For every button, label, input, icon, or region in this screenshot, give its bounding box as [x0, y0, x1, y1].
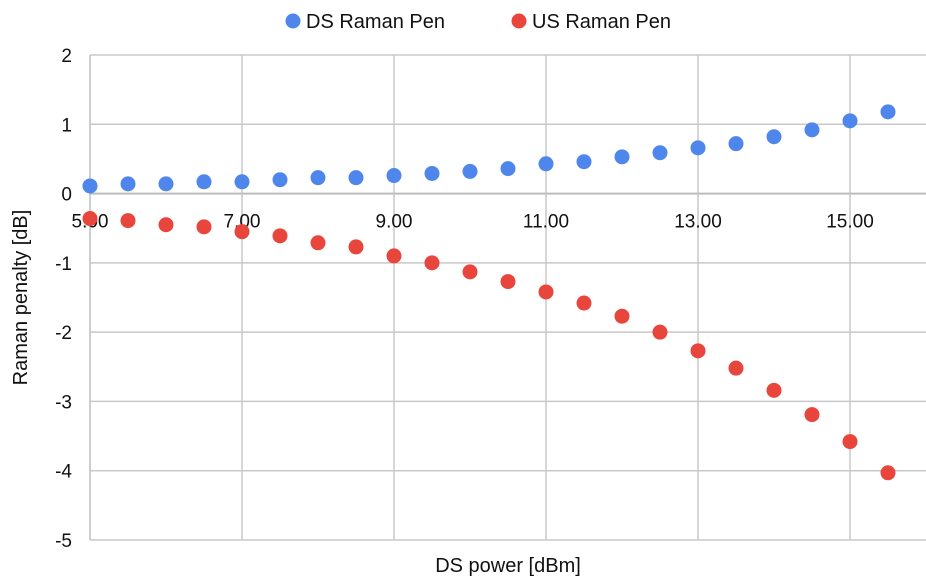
us-raman-point: [196, 219, 212, 235]
us-raman-point: [462, 264, 478, 280]
us-raman-point: [348, 239, 364, 255]
ds-raman-point: [234, 174, 250, 190]
us-raman-point: [652, 324, 668, 340]
y-tick-label: 2: [61, 46, 72, 67]
ds-raman-point: [386, 168, 402, 184]
ds-raman-point: [804, 122, 820, 138]
ds-raman-point: [538, 156, 554, 172]
gridlines: [89, 54, 926, 541]
y-tick-label: -5: [55, 531, 72, 552]
us-raman-point: [804, 407, 820, 423]
us-raman-point: [500, 274, 516, 290]
us-raman-point: [842, 434, 858, 450]
legend-item: DS Raman Pen: [285, 11, 445, 33]
ds-raman-point: [348, 170, 364, 186]
legend-item: US Raman Pen: [511, 11, 671, 33]
y-tick-label: -3: [55, 392, 72, 413]
x-tick-label: 13.00: [674, 212, 722, 233]
ds-raman-point: [462, 163, 478, 179]
legend-marker: [511, 13, 527, 29]
y-tick-labels: -5 -4 -3 -2 -1 0 1 2: [55, 46, 72, 552]
us-raman-point: [234, 224, 250, 240]
ds-raman-point: [500, 161, 516, 177]
us-raman-point: [880, 465, 896, 481]
y-tick-label: -4: [55, 462, 72, 483]
x-axis-title: DS power [dBm]: [435, 555, 581, 577]
us-raman-point: [272, 228, 288, 244]
ds-raman-point: [766, 129, 782, 145]
y-axis-title: Raman penalty [dB]: [10, 210, 32, 386]
us-raman-point: [120, 213, 136, 229]
ds-raman-point: [196, 174, 212, 190]
us-raman-point: [728, 360, 744, 376]
us-raman-point: [614, 308, 630, 324]
us-raman-point: [690, 343, 706, 359]
legend-marker: [285, 13, 301, 29]
us-raman-point: [386, 248, 402, 264]
us-raman-point: [538, 284, 554, 300]
ds-raman-point: [424, 165, 440, 181]
ds-raman-point: [120, 176, 136, 192]
ds-raman-point: [614, 149, 630, 165]
ds-raman-point: [652, 145, 668, 161]
ds-raman-point: [842, 113, 858, 129]
y-tick-label: -2: [55, 323, 72, 344]
data-points: [82, 104, 896, 481]
us-raman-point: [158, 217, 174, 233]
legend: DS Raman Pen US Raman Pen: [285, 11, 671, 33]
y-tick-label: -1: [55, 254, 72, 275]
x-tick-label: 11.00: [523, 212, 569, 233]
legend-label: US Raman Pen: [532, 11, 671, 33]
x-tick-label: 9.00: [376, 212, 413, 233]
axes: [89, 55, 926, 540]
us-raman-point: [576, 295, 592, 311]
legend-label: DS Raman Pen: [306, 11, 445, 33]
ds-raman-point: [272, 172, 288, 188]
us-raman-point: [310, 235, 326, 251]
ds-raman-point: [690, 140, 706, 156]
ds-raman-point: [880, 104, 896, 120]
us-raman-point: [766, 382, 782, 398]
ds-raman-point: [158, 176, 174, 192]
ds-raman-point: [576, 154, 592, 170]
ds-raman-point: [82, 178, 98, 194]
x-tick-label: 15.00: [826, 212, 874, 233]
x-tick-label: 7.00: [224, 212, 261, 233]
us-raman-point: [82, 211, 98, 227]
us-raman-point: [424, 255, 440, 271]
ds-raman-point: [310, 170, 326, 186]
y-tick-label: 0: [61, 185, 72, 206]
ds-raman-point: [728, 136, 744, 152]
y-tick-label: 1: [61, 115, 72, 136]
